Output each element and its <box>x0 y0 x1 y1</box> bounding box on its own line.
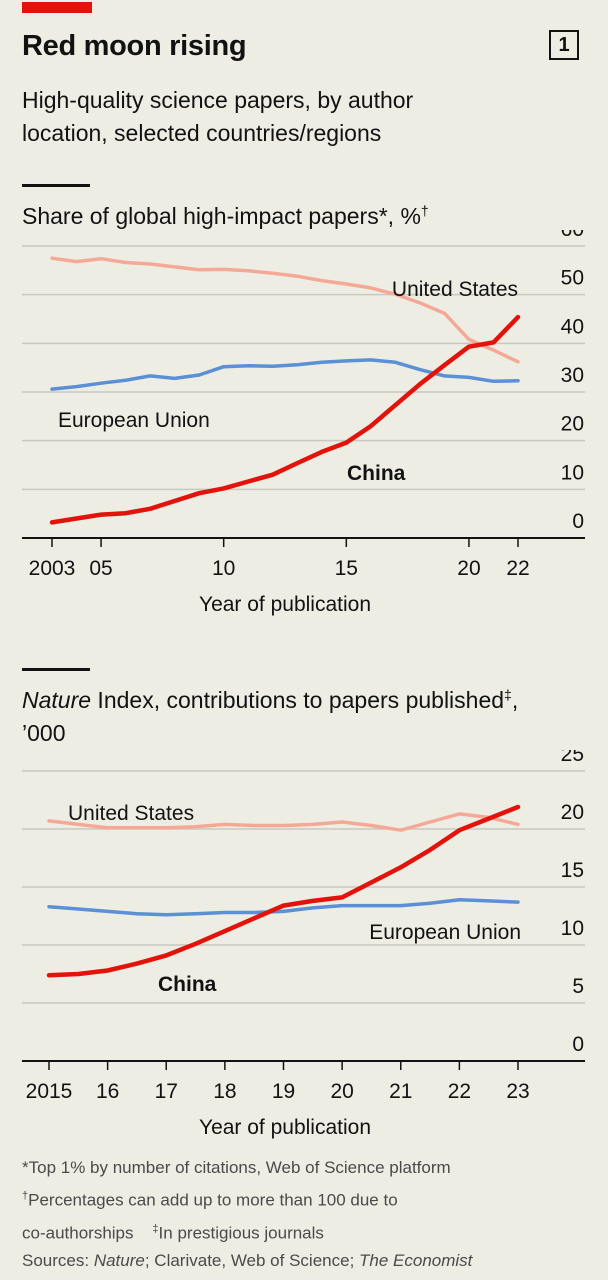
chart2-title: Nature Index, contributions to papers pu… <box>22 686 519 746</box>
x-tick-label: 20 <box>457 557 480 580</box>
y-tick-label: 0 <box>572 510 584 533</box>
y-tick-label: 15 <box>561 859 584 882</box>
y-tick-label: 25 <box>561 750 584 766</box>
x-tick-label: 18 <box>213 1080 236 1103</box>
y-tick-label: 50 <box>561 267 584 290</box>
x-tick-label: 2003 <box>29 557 76 580</box>
series-label-china: China <box>158 973 217 996</box>
x-axis-label: Year of publication <box>199 593 371 616</box>
x-axis-label: Year of publication <box>199 1116 371 1139</box>
series-line-eu <box>47 898 520 917</box>
chart-subtitle: High-quality science papers, by author l… <box>22 87 414 146</box>
section-rule-2 <box>22 668 90 671</box>
x-tick-label: 22 <box>448 1080 471 1103</box>
series-label-eu: European Union <box>369 921 521 944</box>
y-tick-label: 60 <box>561 230 584 241</box>
x-tick-label: 20 <box>330 1080 353 1103</box>
series-line-china <box>49 314 521 525</box>
x-tick-label: 16 <box>96 1080 119 1103</box>
footnote-3: co-authorships ‡In prestigious journals <box>22 1222 324 1243</box>
y-tick-label: 10 <box>561 461 584 484</box>
series-line-china <box>46 804 521 978</box>
footnotes: *Top 1% by number of citations, Web of S… <box>22 1154 592 1275</box>
y-tick-label: 10 <box>561 917 584 940</box>
y-tick-label: 30 <box>561 364 584 387</box>
series-line-us <box>47 812 520 832</box>
x-tick-label: 2015 <box>26 1080 73 1103</box>
y-tick-label: 0 <box>572 1033 584 1056</box>
y-tick-label: 20 <box>561 801 584 824</box>
x-tick-label: 22 <box>506 557 529 580</box>
series-line-eu <box>50 358 520 391</box>
series-label-us: United States <box>392 278 518 301</box>
y-tick-label: 40 <box>561 315 584 338</box>
series-label-china: China <box>347 462 406 485</box>
y-tick-label: 20 <box>561 413 584 436</box>
sources-line: Sources: Nature; Clarivate, Web of Scien… <box>22 1251 473 1271</box>
footnote-1: *Top 1% by number of citations, Web of S… <box>22 1158 451 1177</box>
y-tick-label: 5 <box>572 975 584 998</box>
chart-title: Red moon rising <box>22 30 247 62</box>
brand-red-bar <box>22 2 92 13</box>
x-tick-label: 21 <box>389 1080 412 1103</box>
x-tick-label: 05 <box>89 557 112 580</box>
x-tick-label: 10 <box>212 557 235 580</box>
series-line-us <box>50 256 520 364</box>
series-label-eu: European Union <box>58 409 210 432</box>
footnote-2: †Percentages can add up to more than 100… <box>22 1190 398 1210</box>
chart1-title: Share of global high-impact papers*, %† <box>22 202 429 229</box>
x-tick-label: 17 <box>155 1080 178 1103</box>
section-rule-1 <box>22 184 90 187</box>
x-tick-label: 23 <box>506 1080 529 1103</box>
x-tick-label: 19 <box>272 1080 295 1103</box>
chart1-svg: 60 50 40 30 20 10 0 2003 05 10 15 20 22 Year of publi… <box>22 230 585 616</box>
chart-number-badge: 1 <box>549 30 579 60</box>
x-tick-label: 15 <box>335 557 358 580</box>
series-label-us: United States <box>68 802 194 825</box>
